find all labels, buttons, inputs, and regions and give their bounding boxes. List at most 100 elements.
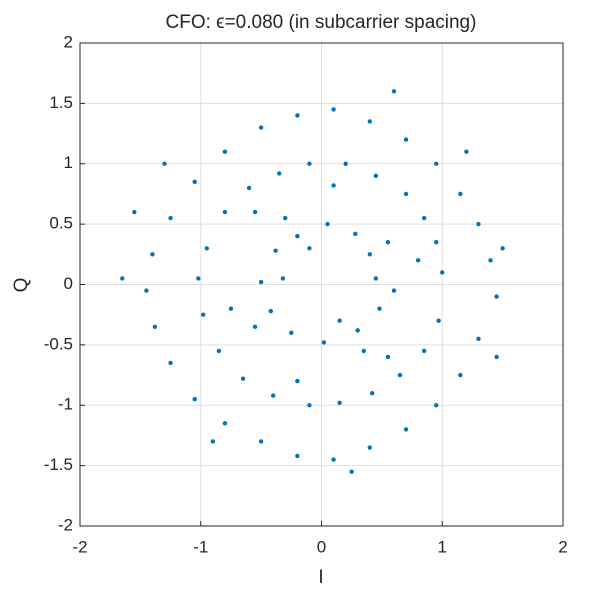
- point: [434, 161, 439, 166]
- point: [295, 378, 300, 384]
- point: [464, 149, 469, 154]
- point: [258, 279, 264, 285]
- point: [367, 252, 372, 257]
- point: [222, 209, 228, 215]
- point: [403, 427, 409, 432]
- x-tick-label: -2: [72, 537, 87, 556]
- point: [331, 107, 336, 112]
- point: [252, 209, 258, 215]
- point: [440, 270, 445, 275]
- x-tick-label: 2: [558, 537, 567, 556]
- point: [434, 403, 439, 408]
- point: [204, 246, 209, 251]
- point: [216, 348, 222, 354]
- y-tick-label: 0.5: [49, 214, 73, 233]
- point: [367, 445, 372, 450]
- point: [271, 393, 276, 398]
- x-axis-label: I: [318, 567, 323, 588]
- point: [391, 288, 397, 293]
- point: [343, 161, 348, 166]
- x-tick-label: -1: [193, 537, 208, 556]
- point: [258, 125, 264, 130]
- point: [373, 276, 379, 281]
- point: [144, 288, 149, 293]
- point: [222, 149, 228, 154]
- point: [377, 306, 382, 311]
- point: [373, 173, 379, 179]
- point: [120, 276, 125, 281]
- point: [252, 324, 258, 329]
- y-axis-label: Q: [11, 278, 32, 293]
- point: [196, 276, 201, 281]
- point: [361, 348, 366, 354]
- point: [421, 215, 427, 221]
- x-tick-label: 1: [438, 537, 447, 556]
- y-tick-label: 1: [64, 153, 73, 172]
- plot-frame: [79, 42, 564, 527]
- point: [162, 161, 167, 166]
- point: [415, 258, 421, 263]
- point: [289, 330, 294, 335]
- point: [150, 252, 155, 257]
- point: [258, 439, 264, 444]
- x-tick-label: 0: [317, 537, 326, 556]
- point: [132, 209, 137, 215]
- point: [240, 376, 246, 381]
- point: [307, 246, 312, 251]
- point: [192, 397, 197, 402]
- point: [331, 183, 336, 188]
- point: [494, 354, 499, 360]
- point: [246, 185, 252, 191]
- point: [331, 457, 336, 462]
- point: [337, 318, 342, 323]
- point: [295, 234, 300, 239]
- point: [168, 215, 173, 221]
- point: [385, 354, 391, 360]
- point: [152, 324, 158, 329]
- point: [367, 119, 372, 124]
- point: [421, 348, 427, 354]
- point: [353, 231, 358, 236]
- point: [210, 439, 216, 444]
- point: [168, 360, 173, 366]
- point: [228, 306, 234, 311]
- point: [307, 161, 312, 166]
- point: [436, 318, 441, 323]
- point: [295, 113, 300, 118]
- point: [476, 221, 481, 227]
- point: [283, 215, 288, 221]
- point: [268, 308, 273, 314]
- point: [192, 179, 197, 185]
- y-tick-label: -1: [58, 395, 73, 414]
- point: [434, 240, 439, 245]
- y-tick-label: 1.5: [49, 93, 73, 112]
- y-tick-label: -2: [58, 515, 73, 534]
- point: [370, 390, 375, 396]
- y-tick-label: -0.5: [44, 334, 73, 353]
- y-tick-label: 0: [64, 274, 73, 293]
- point: [500, 246, 505, 251]
- point: [458, 372, 463, 378]
- point: [385, 240, 391, 245]
- point: [494, 294, 499, 299]
- point: [476, 336, 481, 342]
- chart-title: CFO: ϵ=0.080 (in subcarrier spacing): [166, 12, 477, 33]
- point: [273, 248, 278, 253]
- point: [391, 89, 397, 94]
- point: [403, 137, 409, 142]
- point: [307, 403, 312, 408]
- point: [295, 453, 300, 459]
- point: [488, 258, 493, 263]
- point: [403, 191, 409, 197]
- point: [337, 400, 342, 406]
- y-tick-label: 2: [64, 32, 73, 51]
- point: [200, 312, 206, 317]
- point: [397, 372, 403, 378]
- point: [321, 340, 327, 345]
- point: [355, 328, 360, 333]
- y-tick-label: -1.5: [44, 455, 73, 474]
- point: [349, 469, 354, 474]
- point: [222, 421, 228, 426]
